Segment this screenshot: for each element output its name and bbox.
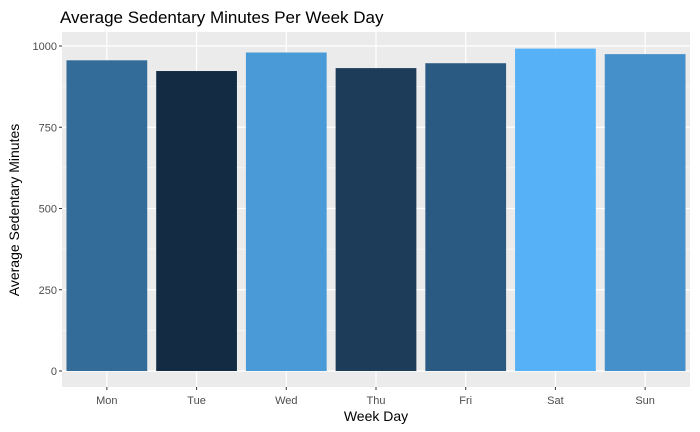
x-tick-label-tue: Tue xyxy=(187,395,206,407)
bar-sun xyxy=(604,54,686,371)
x-axis-title: Week Day xyxy=(344,408,408,424)
x-tick-label-fri: Fri xyxy=(459,395,472,407)
y-tick-label: 750 xyxy=(39,122,57,134)
y-tick-label: 0 xyxy=(51,366,57,378)
x-tick-label-wed: Wed xyxy=(275,395,297,407)
bar-thu xyxy=(335,68,417,371)
x-tick-label-sun: Sun xyxy=(635,395,655,407)
bar-mon xyxy=(66,60,148,372)
x-tick-label-thu: Thu xyxy=(367,395,386,407)
x-tick-label-mon: Mon xyxy=(96,395,117,407)
y-tick-label: 250 xyxy=(39,285,57,297)
x-axis-ticks: Mon Tue Wed Thu Fri Sat Sun xyxy=(96,387,655,407)
bar-wed xyxy=(245,52,327,371)
chart-title: Average Sedentary Minutes Per Week Day xyxy=(60,8,384,27)
bars xyxy=(66,48,686,372)
bar-fri xyxy=(425,63,507,371)
y-tick-label: 1000 xyxy=(33,41,57,53)
y-axis-title: Average Sedentary Minutes xyxy=(6,124,22,297)
bar-sat xyxy=(515,48,596,371)
y-axis-ticks: 0 250 500 750 1000 xyxy=(33,41,62,378)
y-tick-label: 500 xyxy=(39,204,57,216)
x-tick-label-sat: Sat xyxy=(547,395,564,407)
bar-tue xyxy=(156,71,237,372)
